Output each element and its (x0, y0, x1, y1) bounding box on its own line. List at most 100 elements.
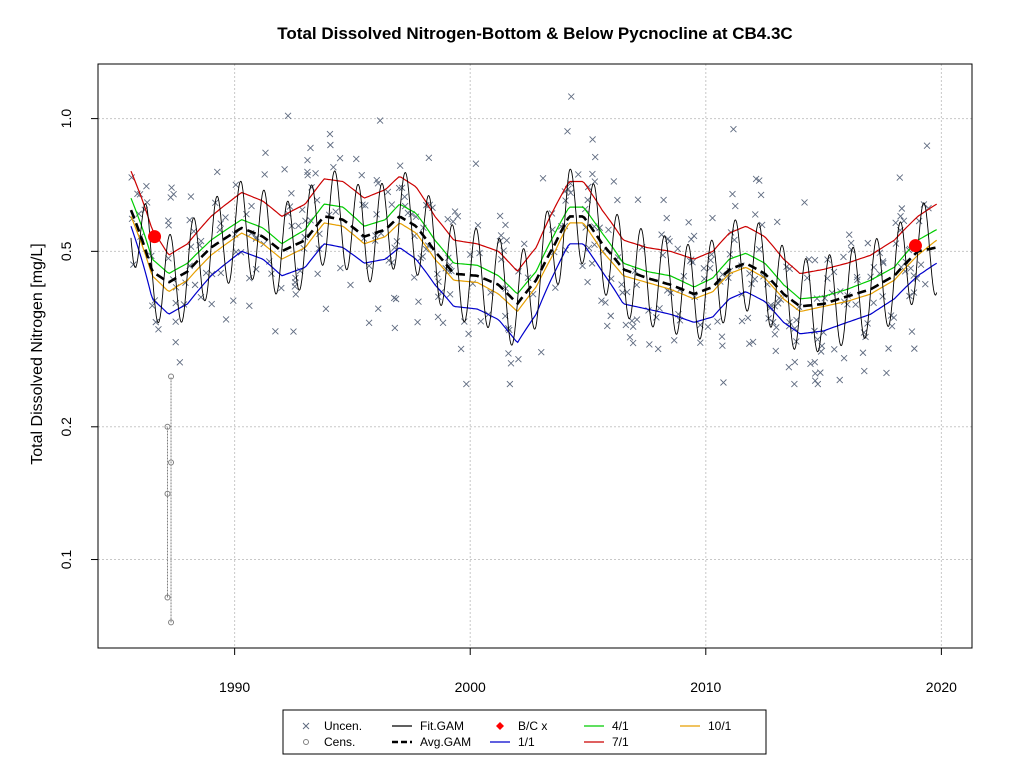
uncensored-point (629, 323, 637, 330)
uncensored-point (358, 171, 366, 179)
uncensored-point (786, 318, 793, 326)
uncensored-point (505, 326, 513, 334)
uncensored-point (262, 149, 269, 157)
uncensored-point (629, 339, 637, 347)
uncensored-point (288, 190, 295, 197)
uncensored-point (811, 327, 818, 335)
grid (98, 64, 972, 648)
uncensored-point (746, 340, 753, 347)
uncensored-point (610, 178, 618, 185)
uncensored-point (791, 358, 799, 366)
uncensored-point (529, 290, 537, 298)
uncensored-point (168, 184, 175, 192)
uncensored-point (567, 189, 574, 197)
uncensored-point (361, 202, 369, 209)
plot-frame (97, 63, 973, 649)
uncensored-point (814, 336, 821, 343)
uncensored-point (412, 213, 420, 221)
uncensored-point (503, 237, 511, 244)
legend-label: Cens. (324, 735, 355, 749)
uncensored-point (704, 323, 712, 330)
uncensored-point (852, 301, 859, 308)
legend-item-f41: 4/1 (584, 719, 629, 733)
uncensored-point (446, 290, 454, 298)
uncensored-point (830, 345, 838, 353)
uncensored-point (434, 313, 442, 321)
censored-point (168, 373, 175, 380)
uncensored-point (660, 196, 667, 204)
plot-series (128, 93, 938, 626)
uncensored-point (746, 270, 753, 277)
uncensored-point (814, 380, 822, 388)
legend-box (282, 709, 767, 755)
uncensored-point (515, 355, 522, 363)
uncensored-point (860, 367, 868, 375)
flow-1-1-line (130, 226, 938, 344)
uncensored-point (506, 380, 514, 388)
uncensored-point (726, 251, 734, 258)
uncensored-point (401, 193, 408, 201)
uncensored-point (152, 318, 160, 326)
uncensored-point (304, 171, 312, 179)
uncensored-point (751, 275, 759, 283)
censored-point (168, 619, 175, 626)
uncensored-point (836, 376, 844, 384)
uncensored-point (551, 284, 559, 292)
uncensored-point (336, 154, 344, 162)
uncensored-point (435, 278, 442, 286)
censored-point (164, 594, 171, 601)
uncensored-point (811, 358, 819, 366)
uncensored-point (674, 245, 682, 253)
uncensored-point (384, 188, 392, 196)
y-axis-label: Total Dissolved Nitrogen [mg/L] (29, 243, 46, 464)
uncensored-point (217, 269, 225, 277)
uncensored-point (888, 322, 896, 330)
uncensored-point (579, 262, 586, 270)
uncensored-point (268, 270, 275, 277)
uncensored-point (232, 181, 240, 189)
uncensored-point (870, 299, 877, 307)
uncensored-point (314, 270, 321, 278)
legend-swatch (302, 722, 310, 730)
uncensored-point (449, 218, 457, 225)
uncensored-point (731, 236, 738, 244)
legend-item-fitgam: Fit.GAM (392, 719, 464, 733)
flow-7-1-line (130, 170, 938, 275)
uncensored-point (607, 312, 615, 320)
uncensored-point (772, 324, 780, 331)
uncensored-point (591, 153, 599, 161)
uncensored-point (217, 220, 225, 227)
uncensored-point (663, 214, 671, 222)
legend-item-cens: Cens. (303, 735, 355, 749)
uncensored-point (755, 246, 763, 253)
uncensored-point (840, 354, 848, 362)
uncensored-point (539, 174, 547, 182)
uncensored-point (598, 297, 605, 305)
uncensored-point (562, 197, 569, 204)
uncensored-point (393, 238, 401, 245)
uncensored-point (292, 290, 300, 298)
uncensored-point (281, 166, 288, 173)
uncensored-point (622, 321, 630, 329)
x-tick-label: 2010 (690, 679, 721, 695)
uncensored-point (465, 330, 472, 338)
y-tick-label: 0.1 (58, 550, 74, 570)
x-tick-label: 2000 (455, 679, 486, 695)
uncensored-point (222, 316, 230, 323)
uncensored-point (859, 349, 867, 357)
legend-label: B/C x (518, 719, 547, 733)
uncensored-point (326, 130, 334, 138)
x-axis: 1990 2000 2010 2020 (219, 648, 957, 695)
uncensored-point (574, 171, 582, 178)
uncensored-point (496, 212, 504, 220)
uncensored-point (783, 263, 790, 271)
legend-label: 4/1 (612, 719, 629, 733)
uncensored-point (921, 280, 929, 288)
uncensored-point (847, 239, 855, 247)
uncensored-point (248, 202, 255, 210)
uncensored-point (714, 318, 721, 325)
uncensored-point (811, 377, 819, 385)
uncensored-point (618, 281, 625, 288)
uncensored-point (307, 217, 314, 224)
uncensored-point (307, 144, 314, 152)
